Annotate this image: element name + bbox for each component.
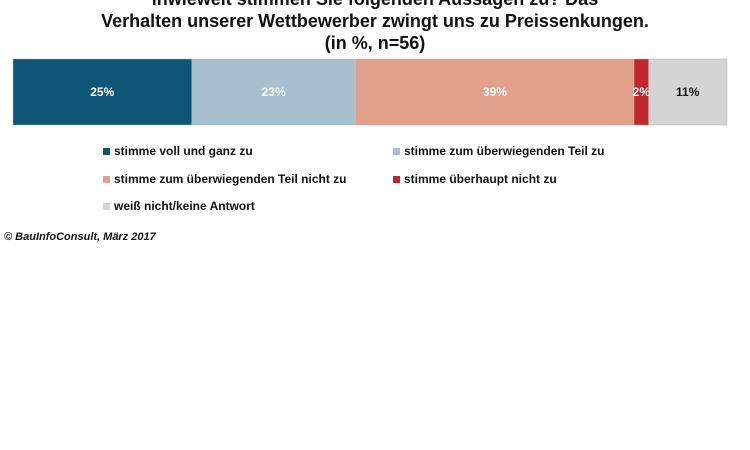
legend-item-2: stimme zum überwiegenden Teil zu xyxy=(393,144,604,158)
stacked-bar-chart: 25% 23% 39% 2% 11% xyxy=(12,58,728,126)
bar-label-2: 23% xyxy=(262,85,286,99)
legend-label-5: weiß nicht/keine Antwort xyxy=(114,199,255,213)
bar-segment-5 xyxy=(648,59,727,125)
legend-label-3: stimme zum überwiegenden Teil nicht zu xyxy=(114,172,347,186)
legend-item-3: stimme zum überwiegenden Teil nicht zu xyxy=(103,172,346,186)
bar-label-5: 11% xyxy=(676,85,700,99)
legend-item-4: stimme überhaupt nicht zu xyxy=(393,172,557,186)
bar-segment-3 xyxy=(355,59,635,125)
legend-label-1: stimme voll und ganz zu xyxy=(114,144,253,158)
legend-label-2: stimme zum überwiegenden Teil zu xyxy=(404,144,605,158)
bar-segment-2 xyxy=(191,59,356,125)
bar-label-1: 25% xyxy=(90,85,114,99)
source-note: © BauInfoConsult, März 2017 xyxy=(4,231,156,243)
legend-swatch-1 xyxy=(103,147,110,155)
legend-swatch-2 xyxy=(393,147,400,155)
legend-item-1: stimme voll und ganz zu xyxy=(103,144,253,158)
legend-label-4: stimme überhaupt nicht zu xyxy=(404,172,557,186)
legend-item-5: weiß nicht/keine Antwort xyxy=(103,199,255,213)
bar-group: 25% 23% 39% 2% 11% xyxy=(12,58,728,126)
bar-segment-4 xyxy=(634,59,649,125)
title-line-3: (in %, n=56) xyxy=(324,33,426,53)
legend-swatch-5 xyxy=(103,202,110,210)
legend-swatch-4 xyxy=(393,175,400,183)
bar-label-4: 2% xyxy=(633,85,651,99)
bar-border xyxy=(12,58,728,126)
legend-swatch-3 xyxy=(103,175,110,183)
title-line-2: Verhalten unserer Wettbewerber zwingt un… xyxy=(101,11,649,31)
title-line-1: Inwieweit stimmen Sie folgenden Aussagen… xyxy=(0,0,750,10)
chart-title: Inwieweit stimmen Sie folgenden Aussagen… xyxy=(0,0,750,54)
bar-label-3: 39% xyxy=(483,85,507,99)
bar-segment-1 xyxy=(13,59,192,125)
